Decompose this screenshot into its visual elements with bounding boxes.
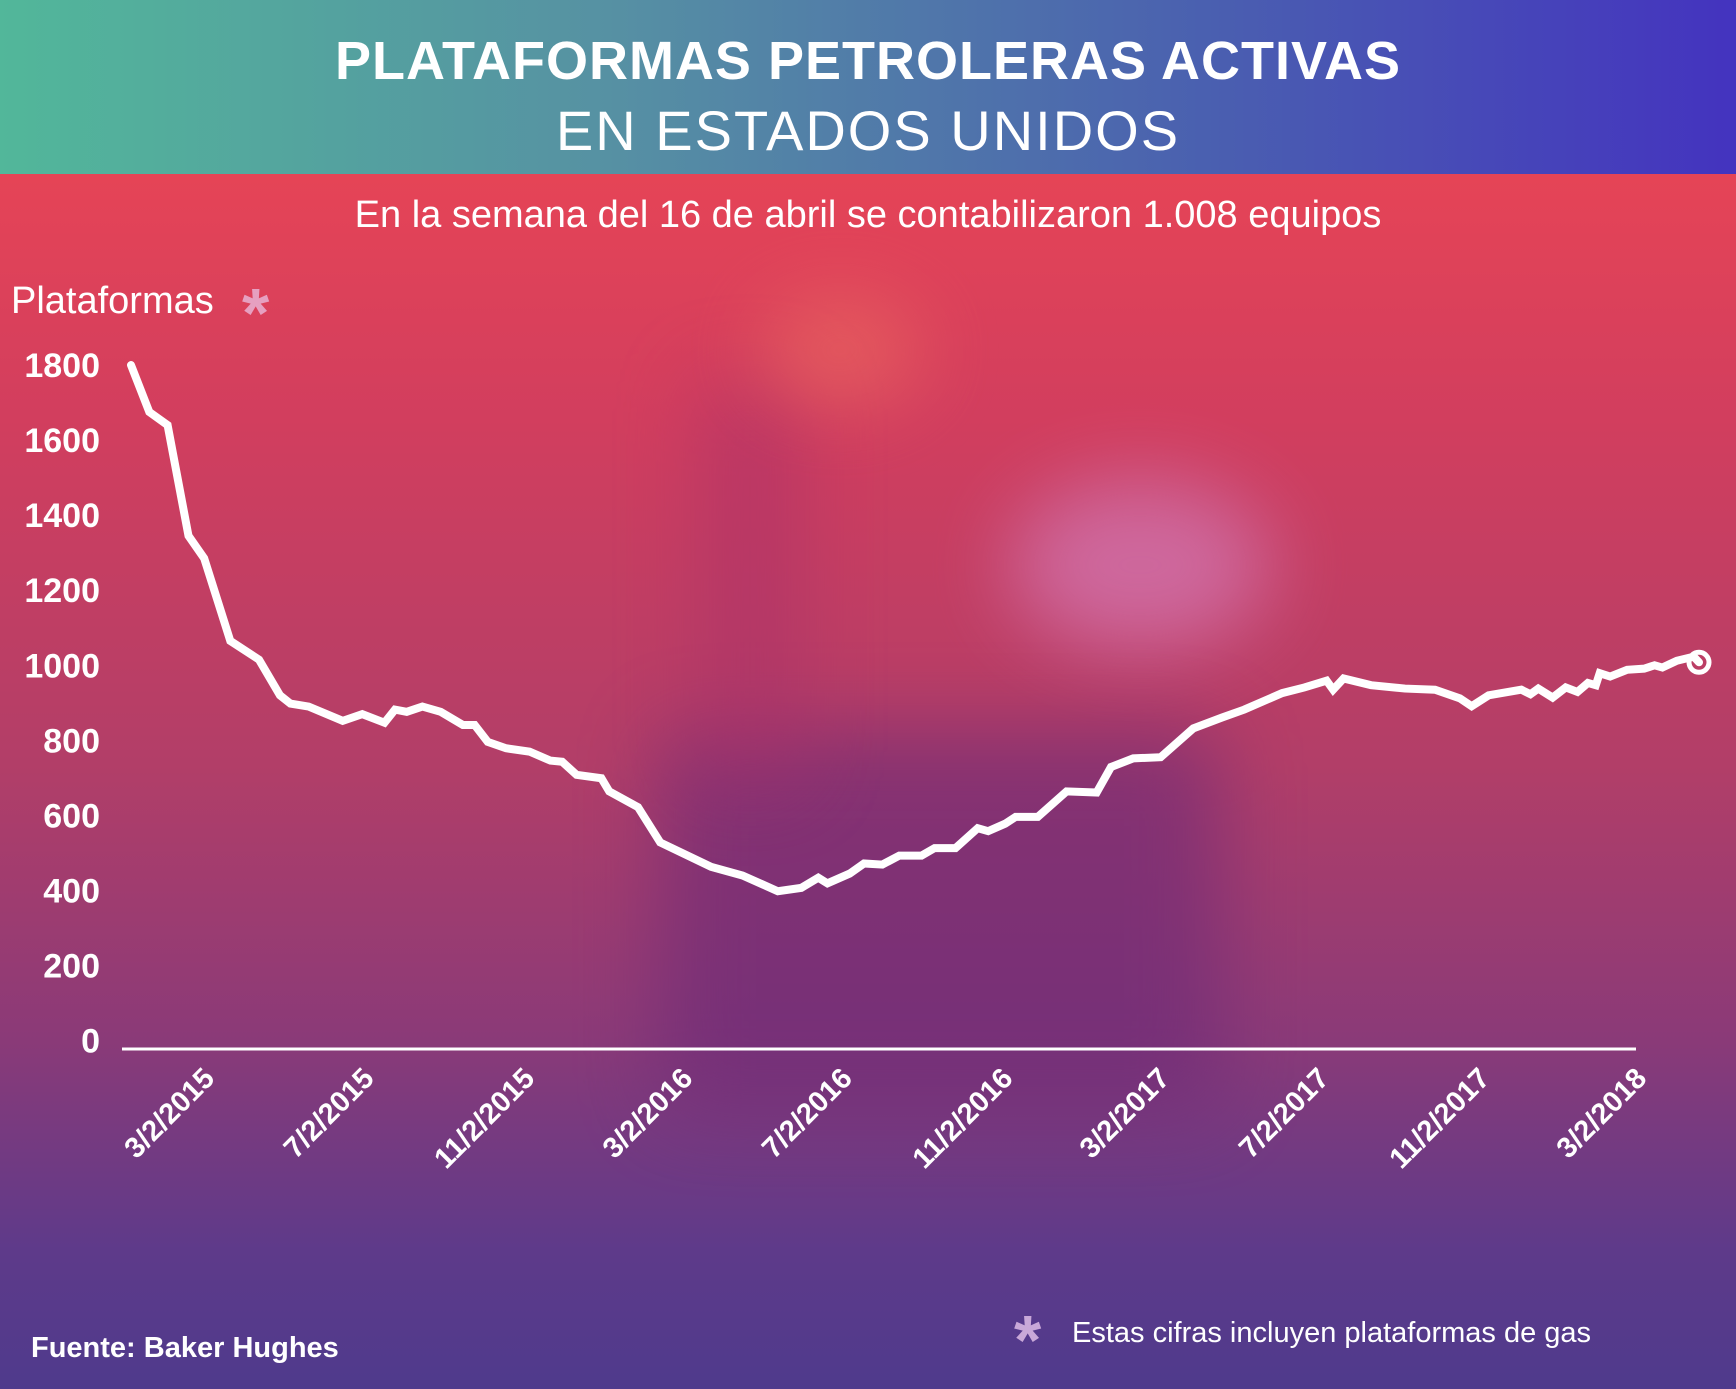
y-tick-label: 1800 [24,347,100,385]
x-tick-label: 3/2/2015 [119,1062,221,1164]
y-tick-label: 1600 [24,422,100,460]
x-tick-label: 3/2/2016 [597,1062,699,1164]
chart-subtitle: En la semana del 16 de abril se contabil… [354,194,1382,236]
chart-title: PLATAFORMAS PETROLERAS ACTIVAS [335,31,1401,91]
chart-title-line2: EN ESTADOS UNIDOS [555,99,1181,162]
last-point-marker [1686,649,1712,675]
x-tick-label: 3/2/2017 [1074,1062,1176,1164]
y-tick-label: 1000 [24,647,100,685]
background-glow [760,300,920,400]
asterisk-icon: * [1014,1301,1042,1379]
background-rig-tower [700,380,800,780]
y-tick-label: 600 [43,797,100,835]
series-line [127,361,1703,896]
x-tick-label: 11/2/2017 [1384,1062,1497,1175]
x-tick-label: 11/2/2016 [907,1062,1020,1175]
source-note: Fuente: Baker Hughes [31,1332,339,1364]
x-tick-label: 11/2/2015 [428,1062,541,1175]
background-rig-silhouette [660,730,1220,1110]
x-tick-label: 3/2/2018 [1551,1062,1653,1164]
y-tick-label: 400 [43,872,100,910]
background-sun [1010,480,1270,650]
header-banner: PLATAFORMAS PETROLERAS ACTIVAS EN ESTADO… [0,0,1736,174]
x-tick-label: 7/2/2015 [278,1062,380,1164]
x-tick-label: 7/2/2016 [756,1062,858,1164]
y-tick-label: 800 [43,722,100,760]
footnote: Estas cifras incluyen plataformas de gas [1072,1317,1592,1349]
y-axis-label: Plataformas [11,280,214,322]
y-tick-label: 1400 [24,497,100,535]
x-tick-label: 7/2/2017 [1233,1062,1335,1164]
y-tick-label: 200 [43,948,100,986]
y-tick-label: 1200 [24,572,100,610]
y-tick-label: 0 [81,1023,100,1061]
asterisk-icon: * [242,274,270,352]
